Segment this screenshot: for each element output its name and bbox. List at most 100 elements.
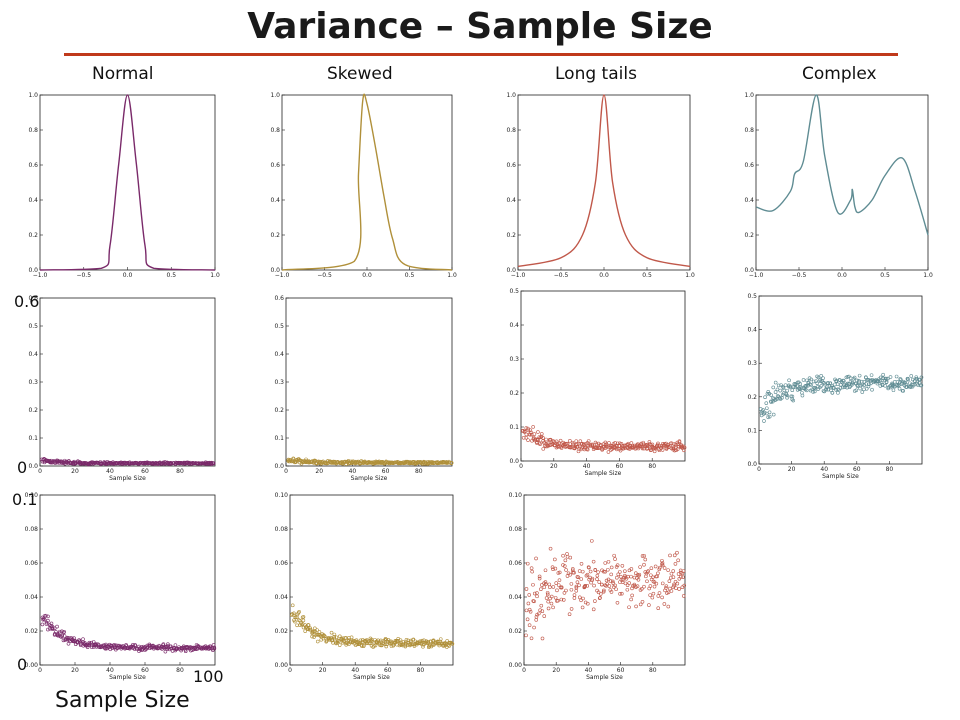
scatter-point	[791, 385, 796, 389]
scatter-point	[671, 569, 676, 573]
x-tick-label: 0	[288, 667, 292, 674]
x-tick-label: 60	[853, 466, 861, 473]
scatter-point	[617, 441, 622, 446]
scatter-point	[579, 577, 584, 581]
scatter-point	[562, 564, 567, 568]
scatter-point	[580, 569, 585, 574]
scatter-point	[156, 645, 161, 650]
scatter-point	[769, 399, 773, 404]
scatter-point	[890, 384, 895, 388]
scatter-point	[869, 373, 874, 377]
scatter-point	[785, 393, 789, 398]
scatter-point	[778, 388, 783, 393]
scatter-point	[557, 578, 562, 582]
scatter-point	[525, 561, 530, 566]
scatter-point	[618, 592, 622, 596]
scatter-point	[862, 379, 867, 384]
scatter-point	[773, 390, 778, 394]
y-tick-label: 0.1	[274, 435, 284, 442]
scatter-point	[314, 461, 318, 465]
scatter-point	[619, 574, 623, 579]
scatter-point	[40, 622, 45, 627]
scatter-point	[164, 461, 169, 465]
scatter-point	[161, 643, 165, 647]
scatter-point	[568, 555, 573, 560]
scatter-point	[58, 629, 62, 634]
scatter-point	[818, 377, 822, 382]
scatter-point	[372, 644, 376, 648]
y-tick-label: 0.6	[28, 162, 38, 169]
scatter-point	[656, 606, 661, 611]
scatter-point	[809, 383, 814, 387]
scatter-point	[666, 590, 671, 595]
scatter-point	[556, 583, 561, 587]
y-tick-label: 0.6	[28, 295, 38, 302]
scatter-point	[399, 640, 403, 645]
scatter-point	[664, 447, 669, 451]
scatter-point	[304, 625, 309, 629]
scatter-point	[585, 447, 590, 452]
scatter-point	[814, 379, 818, 384]
y-tick-label: 0.2	[509, 390, 519, 397]
scatter-point	[580, 445, 584, 450]
scatter-point	[52, 626, 57, 631]
scatter-point	[669, 575, 673, 580]
scatter-point	[556, 598, 560, 603]
y-tick-label: 0.8	[506, 127, 516, 134]
scatter-point	[674, 586, 678, 591]
panel-normal-line-0: 0.0 0.2 0.4 0.6 0.8 1.0 −1.0 −0.5 0.0 0.5 1.0	[28, 92, 219, 279]
scatter-point	[632, 582, 637, 587]
scatter-point	[894, 374, 899, 379]
scatter-point	[337, 643, 342, 647]
scatter-point	[332, 632, 337, 637]
scatter-point	[612, 553, 616, 558]
scatter-point	[94, 644, 99, 649]
scatter-point	[536, 438, 540, 443]
scatter-point	[596, 570, 600, 574]
x-tick-label: −1.0	[275, 272, 290, 279]
scatter-point	[313, 626, 317, 631]
scatter-point	[384, 644, 389, 649]
scatter-point	[546, 606, 551, 611]
x-tick-label: 0.0	[599, 272, 609, 279]
scatter-point	[656, 571, 660, 576]
scatter-point	[441, 644, 446, 648]
scatter-point	[876, 379, 881, 384]
plot-frame	[755, 94, 929, 271]
scatter-point	[542, 614, 547, 618]
scatter-point	[897, 386, 902, 391]
scatter-point	[541, 447, 546, 451]
scatter-point	[660, 561, 665, 565]
scatter-point	[919, 375, 924, 380]
scatter-point	[671, 446, 676, 451]
scatter-point	[548, 546, 553, 551]
scatter-point	[917, 377, 921, 382]
scatter-point	[601, 569, 606, 574]
scatter-point	[605, 582, 609, 586]
scatter-point	[606, 559, 611, 564]
scatter-point	[815, 381, 820, 386]
y-tick-label: 0.4	[506, 197, 516, 204]
scatter-point	[291, 456, 296, 461]
y-tick-label: 0.0	[270, 267, 280, 274]
x-tick-label: 0.0	[123, 272, 133, 279]
scatter-point	[292, 611, 296, 616]
scatter-point	[538, 435, 543, 440]
scatter-point	[668, 553, 672, 558]
scatter-point	[102, 643, 106, 647]
scatter-point	[110, 461, 115, 466]
scatter-point	[383, 642, 388, 647]
x-tick-label: 40	[106, 468, 114, 475]
scatter-point	[630, 593, 634, 598]
scatter-point	[595, 446, 599, 451]
scatter-point	[124, 643, 128, 647]
scatter-point	[446, 643, 451, 647]
scatter-point	[572, 596, 577, 600]
scatter-point	[681, 569, 686, 573]
scatter-point	[914, 375, 919, 379]
y-tick-label: 0.06	[275, 560, 289, 567]
scatter-point	[788, 385, 792, 390]
scatter-point	[49, 460, 54, 465]
scatter-point	[613, 557, 617, 561]
row3-xmax-label: 100	[193, 667, 224, 686]
